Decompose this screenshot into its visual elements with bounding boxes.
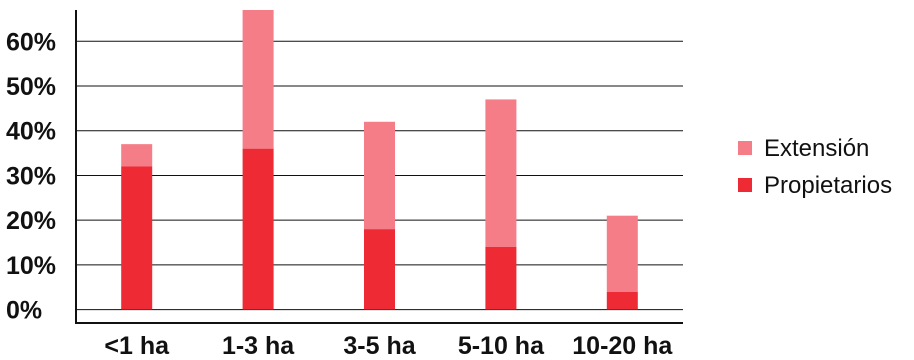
x-tick-label-1-ha: <1 ha (104, 332, 170, 360)
bar-extensi-n-10-20-ha (606, 215, 638, 292)
x-tick-label-1-3-ha: 1-3 ha (222, 332, 295, 360)
bar-propietarios-5-10-ha (485, 246, 517, 310)
legend: Extensión Propietarios (738, 135, 892, 199)
axes (75, 10, 683, 324)
y-tick-label-10: 10% (6, 252, 56, 280)
bar-extensi-n-1-ha (121, 144, 153, 167)
bar-extensi-n-5-10-ha (485, 99, 517, 247)
bars (121, 10, 638, 310)
bar-propietarios-1-3-ha (242, 148, 274, 310)
y-tick-label-30: 30% (6, 162, 56, 190)
tick-labels: 0% 10% 20% 30% 40% 50% 60% <1 ha 1-3 ha 3-5 ha 5-1… (6, 28, 673, 360)
y-tick-label-20: 20% (6, 207, 56, 235)
bar-propietarios-10-20-ha (606, 291, 638, 310)
bar-extensi-n-1-3-ha (242, 10, 274, 149)
legend-label-extensi-n: Extensión (764, 135, 869, 162)
legend-label-propietarios: Propietarios (764, 172, 892, 199)
y-tick-label-60: 60% (6, 28, 56, 56)
x-tick-label-10-20-ha: 10-20 ha (572, 332, 673, 360)
y-tick-label-50: 50% (6, 73, 56, 101)
legend-swatch-propietarios (738, 178, 752, 192)
y-tick-label-40: 40% (6, 118, 56, 146)
x-tick-label-3-5-ha: 3-5 ha (343, 332, 416, 360)
bar-propietarios-1-ha (121, 166, 153, 310)
bar-extensi-n-3-5-ha (364, 121, 395, 230)
legend-swatch-extensi-n (738, 141, 752, 155)
bar-propietarios-3-5-ha (364, 229, 395, 310)
y-tick-label-0: 0% (6, 297, 42, 325)
x-tick-label-5-10-ha: 5-10 ha (458, 332, 545, 360)
